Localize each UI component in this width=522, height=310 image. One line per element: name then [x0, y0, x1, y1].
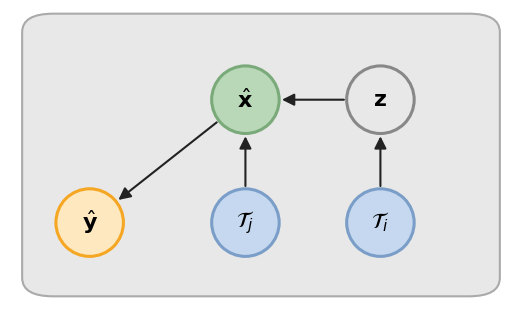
Ellipse shape	[212, 189, 279, 256]
Text: $\mathcal{T}_i$: $\mathcal{T}_i$	[371, 211, 389, 234]
Ellipse shape	[212, 66, 279, 134]
Text: $\hat{\mathbf{x}}$: $\hat{\mathbf{x}}$	[238, 88, 254, 112]
Text: $\mathcal{T}_j$: $\mathcal{T}_j$	[236, 209, 255, 236]
Text: $\hat{\mathbf{y}}$: $\hat{\mathbf{y}}$	[81, 209, 98, 237]
Ellipse shape	[347, 189, 414, 256]
Text: $\mathbf{z}$: $\mathbf{z}$	[373, 90, 387, 110]
Ellipse shape	[347, 66, 414, 134]
FancyBboxPatch shape	[22, 14, 500, 296]
Ellipse shape	[56, 189, 123, 256]
